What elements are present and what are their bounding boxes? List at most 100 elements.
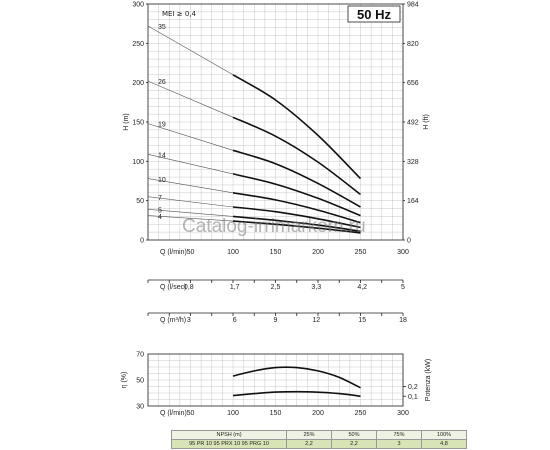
- frequency-box: [347, 5, 401, 23]
- stage-curve-thin: [147, 215, 234, 222]
- head-curves: [147, 25, 362, 234]
- y-tick-label: 50: [136, 198, 144, 205]
- efficiency-x-tick: 200: [312, 410, 324, 417]
- flow-scale-label: Q (l/sec): [160, 284, 186, 291]
- npsh-header-label: NPSH (m): [171, 430, 287, 440]
- efficiency-x-tick: 300: [397, 410, 409, 417]
- x-tick-lmin: 300: [397, 249, 409, 256]
- power-tick-label: 0,2: [408, 384, 418, 391]
- stage-label: 5: [158, 207, 162, 214]
- stage-label: 10: [158, 177, 166, 184]
- x-tick-lmin: 200: [312, 249, 324, 256]
- y-tick-label: 100: [132, 159, 144, 166]
- stage-curve-thin: [147, 178, 234, 194]
- watermark: Catalog-irrimarkom.ru: [182, 216, 366, 237]
- stage-curve-thin: [147, 154, 234, 175]
- flow-scale-tick-label: 1,7: [230, 284, 240, 291]
- y-tick-label-right: 984: [407, 2, 419, 9]
- efficiency-x-tick: 50: [187, 410, 195, 417]
- y-tick-label-right: 656: [407, 80, 419, 87]
- stage-curve-10: [232, 192, 361, 224]
- efficiency-curves: [232, 366, 361, 398]
- flow-scale-tick-label: 0,8: [184, 284, 194, 291]
- stage-curve-5: [232, 215, 361, 233]
- efficiency-x-tick: 150: [270, 410, 282, 417]
- x-tick-lmin: 150: [270, 249, 282, 256]
- npsh-value-25: 2,2: [286, 439, 332, 449]
- efficiency-x-tick: 100: [227, 410, 239, 417]
- flow-scale-tick-label: 12: [312, 317, 320, 324]
- npsh-row-label: 95 PR 10 95 PRX 10 95 PRG 10: [171, 439, 287, 449]
- stage-label: 14: [158, 152, 166, 159]
- flow-scale-tick-label: 5: [401, 284, 405, 291]
- stage-curve-35: [232, 74, 362, 180]
- efficiency-tick-label: 30: [136, 404, 144, 411]
- npsh-header-25: 25%: [286, 430, 332, 440]
- flow-scale-label: Q (m³/h): [160, 317, 186, 324]
- stage-curve-14: [232, 173, 361, 217]
- npsh-value-75: 3: [376, 439, 422, 449]
- efficiency-tick-label: 70: [136, 352, 144, 359]
- x-tick-lmin: 50: [187, 249, 195, 256]
- y-tick-label: 150: [132, 120, 144, 127]
- y-tick-label: 0: [140, 238, 144, 245]
- efficiency-tick-label: 50: [136, 378, 144, 385]
- stage-curve-thin: [147, 209, 234, 217]
- flow-scale-tick-label: 3,3: [311, 284, 321, 291]
- y-tick-label-right: 820: [407, 41, 419, 48]
- power-y-label: Potenza (kW): [425, 359, 432, 401]
- stage-curve-26: [232, 116, 361, 196]
- x-tick-lmin: 250: [355, 249, 367, 256]
- y-tick-label: 250: [132, 41, 144, 48]
- y-tick-label: 300: [132, 2, 144, 9]
- frequency-label: 50 Hz: [357, 7, 391, 22]
- power-tick-label: 0,1: [408, 394, 418, 401]
- y-tick-label-right: 0: [407, 238, 411, 245]
- flow-scale-tick-label: 18: [399, 317, 407, 324]
- stage-curve-7: [232, 206, 361, 229]
- stage-curve-thin: [147, 25, 234, 76]
- npsh-value-50: 2,2: [331, 439, 377, 449]
- flow-scale-tick-label: 2,5: [271, 284, 281, 291]
- head-y-ticks: 0 50 100 150 200 250 300: [132, 2, 148, 245]
- mei-label: MEI ≥ 0,4: [162, 10, 197, 18]
- stage-curve-thin: [147, 80, 234, 118]
- stage-curve-thin: [147, 196, 234, 208]
- stage-curve-thin: [147, 123, 234, 151]
- x-tick-lmin: 100: [227, 249, 239, 256]
- stage-curve-4: [232, 220, 361, 234]
- stage-label: 26: [158, 79, 166, 86]
- efficiency-x-tick: 250: [355, 410, 367, 417]
- efficiency-ticks: 30 50 70 0,1 0,2 50 100 150 200 250 300: [136, 352, 418, 418]
- stage-curve-19: [232, 149, 361, 208]
- npsh-header-100: 100%: [421, 430, 467, 440]
- flow-scale-tick-label: 3: [187, 317, 191, 324]
- head-x-label: Q (l/min): [160, 249, 187, 256]
- efficiency-chart-frame: [147, 353, 404, 407]
- npsh-header-50: 50%: [331, 430, 377, 440]
- head-y-label-right: H (ft): [423, 114, 430, 130]
- efficiency-x-label: Q (l/min): [160, 410, 187, 417]
- flow-scale-tick-label: 6: [233, 317, 237, 324]
- power-curve: [232, 390, 361, 398]
- flow-scale-tick-label: 15: [358, 317, 366, 324]
- head-y-ticks-right: 0 164 328 492 656 820 984: [403, 2, 419, 245]
- stage-labels: 35 26 19 14 10 7 54: [158, 24, 166, 221]
- efficiency-y-label: η (%): [121, 372, 128, 389]
- npsh-value-100: 4,8: [421, 439, 467, 449]
- stage-label: 35: [158, 24, 166, 31]
- y-tick-label-right: 164: [407, 198, 419, 205]
- stage-label: 19: [158, 122, 166, 129]
- head-grid: [147, 3, 404, 241]
- stage-label: 4: [158, 214, 162, 221]
- npsh-table: NPSH (m) 25% 50% 75% 100% 95 PR 10 95 PR…: [171, 430, 467, 449]
- y-tick-label-right: 328: [407, 159, 419, 166]
- y-tick-label-right: 492: [407, 120, 419, 127]
- flow-scale-tick-label: 9: [274, 317, 278, 324]
- flow-scale-tick-label: 4,2: [357, 284, 367, 291]
- efficiency-grid: [147, 353, 404, 407]
- flow-scales: 50 100 150 200 250 300 Q (l/sec)0,8 1,7 2,5 3,3 4,…: [147, 249, 409, 324]
- efficiency-curve: [232, 366, 361, 389]
- stage-label: 7: [158, 195, 162, 202]
